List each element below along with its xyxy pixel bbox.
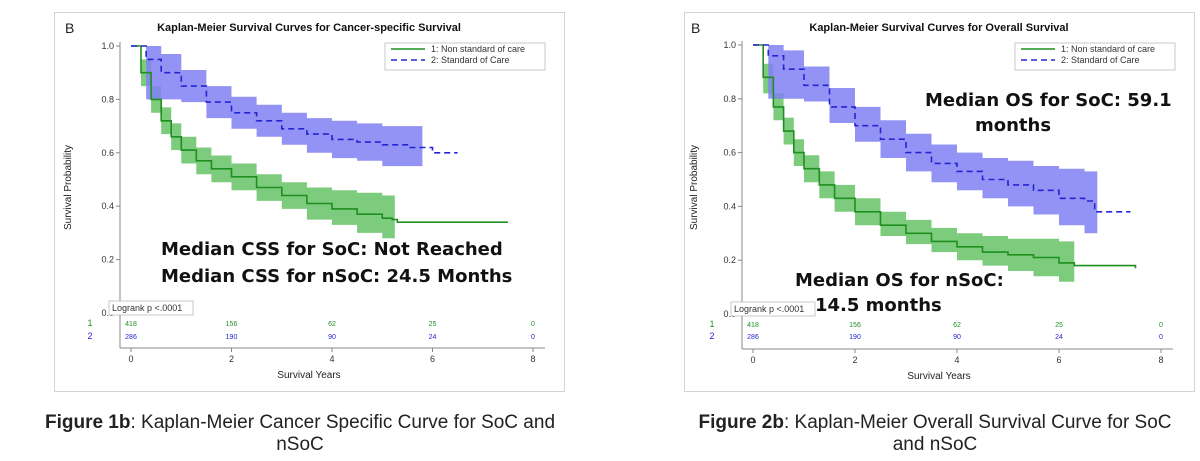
at-risk-row-label: 2 <box>87 331 92 341</box>
logrank-box <box>108 300 194 316</box>
at-risk-count: 90 <box>953 334 961 341</box>
median-annotation: Median CSS for nSoC: 24.5 Months <box>161 266 512 287</box>
km-chart-os: B Kaplan-Meier Survival Curves for Overal… <box>689 20 1176 382</box>
panel-letter: B <box>691 20 700 36</box>
at-risk-count: 0 <box>531 334 535 341</box>
y-tick-label: 0.6 <box>723 148 736 158</box>
soc-confidence-band <box>753 45 1098 239</box>
median-annotation: Median CSS for SoC: Not Reached <box>161 239 503 260</box>
at-risk-count: 286 <box>747 334 759 341</box>
nsoc-confidence-band <box>753 45 1075 288</box>
soc-confidence-band <box>131 46 423 175</box>
y-tick-label: 0.4 <box>101 201 114 211</box>
at-risk-count: 286 <box>125 334 137 341</box>
x-tick-label: 6 <box>1056 355 1061 365</box>
at-risk-count: 156 <box>849 322 861 329</box>
at-risk-row-label: 1 <box>87 318 92 328</box>
at-risk-count: 62 <box>328 321 336 328</box>
x-tick-label: 8 <box>530 354 535 364</box>
y-axis-label: Survival Probability <box>689 145 700 230</box>
legend-box <box>1014 42 1176 71</box>
caption-text: : Kaplan-Meier Overall Survival Curve fo… <box>783 412 1172 455</box>
at-risk-count: 190 <box>849 334 861 341</box>
y-tick-label: 0.6 <box>101 148 114 158</box>
x-tick-label: 6 <box>430 354 435 364</box>
chart-title: Kaplan-Meier Survival Curves for Overall… <box>809 22 1068 34</box>
y-tick-label: 1.0 <box>101 41 114 51</box>
at-risk-count: 90 <box>328 334 336 341</box>
x-tick-label: 2 <box>229 354 234 364</box>
nsoc-survival-line <box>753 44 1137 269</box>
median-annotation: months <box>975 115 1051 136</box>
at-risk-count: 156 <box>226 321 238 328</box>
at-risk-count: 418 <box>125 321 137 328</box>
figure-caption: Figure 1b: Kaplan-Meier Cancer Specific … <box>20 412 580 456</box>
soc-survival-line <box>753 44 1131 213</box>
x-tick-label: 4 <box>954 355 959 365</box>
panel-letter: B <box>65 20 74 36</box>
at-risk-count: 24 <box>429 334 437 341</box>
at-risk-count: 418 <box>747 322 759 329</box>
at-risk-count: 0 <box>531 321 535 328</box>
legend-label: 1: Non standard of care <box>431 44 525 54</box>
at-risk-count: 25 <box>429 321 437 328</box>
figure-caption: Figure 2b: Kaplan-Meier Overall Survival… <box>680 412 1190 456</box>
km-plot-frame: B Kaplan-Meier Survival Curves for Overal… <box>684 12 1195 392</box>
x-tick-label: 4 <box>329 354 334 364</box>
at-risk-row-label: 1 <box>709 319 714 329</box>
at-risk-count: 190 <box>226 334 238 341</box>
caption-label: Figure 1b <box>44 412 131 433</box>
km-plot-frame: B Kaplan-Meier Survival Curves for Cancer… <box>54 12 565 392</box>
y-tick-label: 0.2 <box>101 255 114 265</box>
median-annotation: 14.5 months <box>815 295 942 316</box>
median-annotation: Median OS for SoC: 59.1 <box>925 90 1172 111</box>
at-risk-count: 25 <box>1055 322 1063 329</box>
x-tick-label: 2 <box>852 355 857 365</box>
x-axis-label: Survival Years <box>277 370 340 381</box>
y-tick-label: 0.8 <box>101 94 114 104</box>
at-risk-count: 62 <box>953 322 961 329</box>
nsoc-confidence-band <box>131 46 395 241</box>
nsoc-survival-line <box>131 45 508 223</box>
y-tick-label: 0.2 <box>723 255 736 265</box>
y-tick-label: 0.0 <box>101 308 114 318</box>
at-risk-row-label: 2 <box>709 331 714 341</box>
y-tick-label: 0.0 <box>723 309 736 319</box>
soc-survival-line <box>131 45 458 154</box>
figure-1b-panel: B Kaplan-Meier Survival Curves for Cancer… <box>20 12 580 456</box>
x-tick-label: 8 <box>1158 355 1163 365</box>
legend-box <box>384 42 546 71</box>
km-chart-css: B Kaplan-Meier Survival Curves for Cancer… <box>63 20 546 381</box>
at-risk-count: 24 <box>1055 334 1063 341</box>
y-axis-label: Survival Probability <box>63 145 74 230</box>
x-tick-label: 0 <box>750 355 755 365</box>
x-axis-label: Survival Years <box>907 371 970 382</box>
legend-label: 1: Non standard of care <box>1061 44 1155 54</box>
median-annotation: Median OS for nSoC: <box>795 270 1004 291</box>
logrank-text: Logrank p <.0001 <box>112 303 182 313</box>
y-tick-label: 0.4 <box>723 201 736 211</box>
at-risk-count: 0 <box>1159 334 1163 341</box>
logrank-box <box>730 301 816 317</box>
chart-title: Kaplan-Meier Survival Curves for Cancer-… <box>157 22 461 34</box>
x-tick-label: 0 <box>128 354 133 364</box>
caption-label: Figure 2b <box>698 412 784 433</box>
legend-label: 2: Standard of Care <box>431 55 510 65</box>
figure-2b-panel: B Kaplan-Meier Survival Curves for Overal… <box>600 0 1200 461</box>
y-tick-label: 1.0 <box>723 40 736 50</box>
at-risk-count: 0 <box>1159 322 1163 329</box>
y-tick-label: 0.8 <box>723 94 736 104</box>
logrank-text: Logrank p <.0001 <box>734 304 804 314</box>
legend-label: 2: Standard of Care <box>1061 55 1140 65</box>
caption-text: : Kaplan-Meier Cancer Specific Curve for… <box>130 412 556 455</box>
